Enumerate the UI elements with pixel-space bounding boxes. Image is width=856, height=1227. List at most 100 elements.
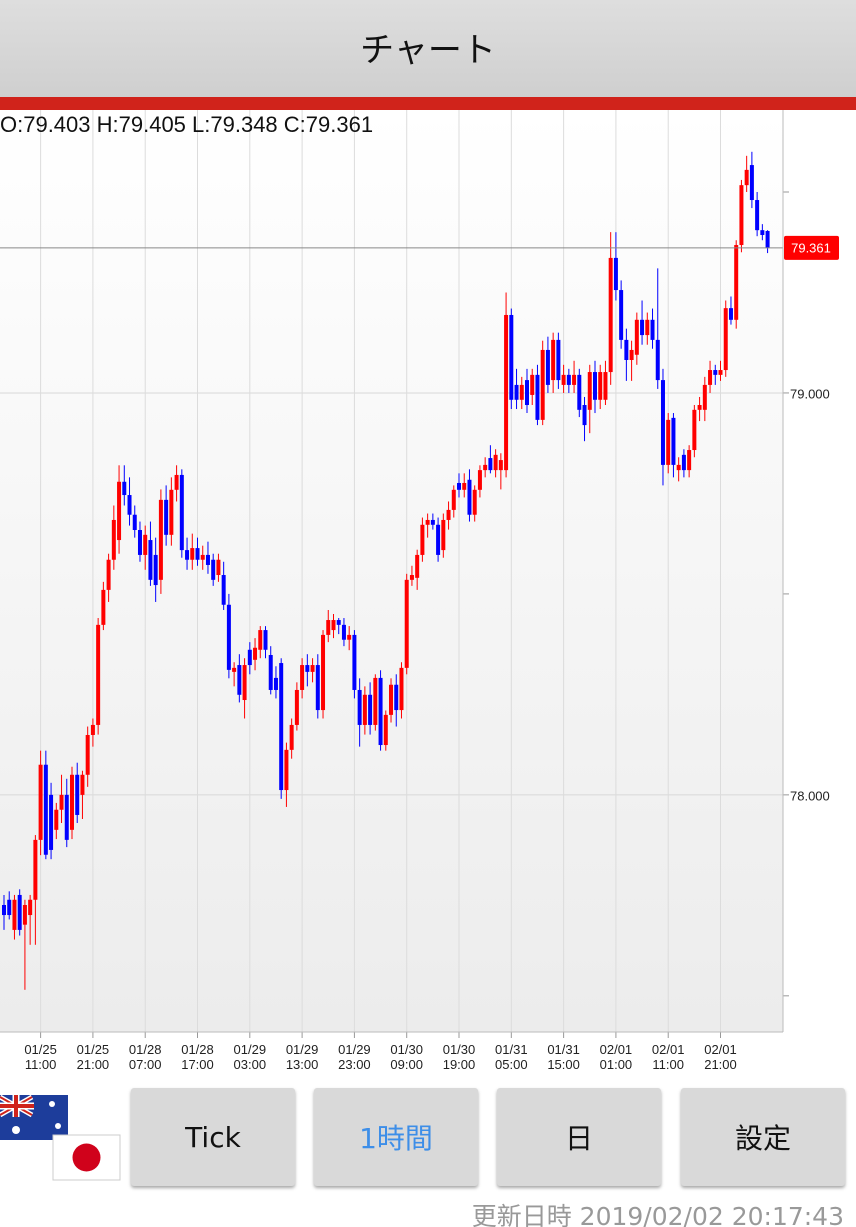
screen-title: チャート (360, 31, 496, 71)
candle-body (2, 904, 6, 916)
candle-body (106, 559, 111, 590)
candle-body (28, 899, 33, 916)
candle-body (38, 764, 43, 840)
candle-body (645, 319, 650, 336)
candle-body (200, 554, 205, 560)
candle-body (713, 370, 718, 375)
candle-body (572, 374, 577, 385)
flag-jp (52, 1134, 121, 1181)
candle-body (409, 575, 414, 580)
candle-body (357, 689, 362, 725)
candle-body (111, 519, 116, 560)
candle-body (483, 464, 488, 471)
candle-body (660, 380, 665, 465)
candle-body (598, 372, 603, 400)
x-tick-label: 01/29 13:00 (285, 1042, 319, 1072)
candle-body (540, 349, 545, 420)
candle-body (681, 454, 686, 471)
candle-body (362, 694, 367, 725)
candle-body (174, 474, 179, 490)
candle-body (153, 554, 158, 586)
candle-body (242, 665, 247, 701)
candle-body (7, 899, 12, 916)
candle-body (472, 489, 477, 515)
x-tick-label: 02/01 01:00 (599, 1042, 633, 1072)
candle-body (127, 495, 132, 515)
candle-body (613, 257, 618, 291)
candle-body (467, 479, 472, 515)
candle-body (64, 794, 69, 840)
candle-body (587, 372, 592, 410)
candle-body (305, 665, 310, 672)
candle-body (708, 370, 713, 385)
candle-body (415, 554, 420, 578)
candle-body (137, 530, 142, 555)
candle-body (90, 724, 95, 735)
candle-body (75, 774, 80, 815)
candle-body (655, 339, 660, 381)
candle-body (211, 559, 216, 580)
candle-body (331, 620, 336, 631)
candle-body (739, 185, 744, 246)
candle-body (420, 524, 425, 555)
candle-body (232, 667, 237, 672)
candle-body (315, 665, 320, 711)
interval-button[interactable]: 設定 (681, 1088, 845, 1186)
candle-body (247, 649, 252, 666)
candle-body (289, 724, 294, 750)
candle-body (451, 489, 456, 510)
candle-body (676, 464, 681, 471)
candle-body (603, 372, 608, 400)
candle-body (216, 559, 221, 576)
candle-body (268, 655, 273, 690)
candle-body (378, 677, 383, 746)
candle-body (498, 460, 503, 471)
interval-button[interactable]: 日 (497, 1088, 661, 1186)
candle-body (169, 489, 174, 535)
candle-body (634, 319, 639, 355)
candle-body (765, 230, 770, 248)
candle-body (273, 677, 278, 690)
candle-body (640, 319, 645, 336)
candle-body (394, 684, 399, 711)
candle-body (687, 450, 692, 471)
flag-au (0, 1094, 68, 1140)
candle-body (258, 630, 263, 650)
candle-body (504, 314, 509, 471)
candle-body (221, 575, 226, 605)
candle-body (582, 405, 587, 426)
candle-body (702, 384, 707, 410)
candle-body (69, 774, 74, 830)
x-tick-label: 02/01 11:00 (651, 1042, 685, 1072)
candle-body (12, 899, 17, 930)
candle-body (530, 374, 535, 395)
candle-body (477, 470, 482, 490)
candle-body (629, 349, 634, 360)
candle-body (294, 689, 299, 725)
x-tick-label: 01/25 11:00 (24, 1042, 57, 1072)
candle-body (237, 665, 242, 695)
candle-body (509, 314, 514, 400)
interval-button[interactable]: Tick (131, 1088, 295, 1186)
candle-body (347, 634, 352, 640)
candle-body (185, 550, 190, 560)
candle-body (493, 454, 498, 471)
candle-body (336, 620, 341, 625)
candle-body (666, 419, 671, 465)
x-tick-label: 01/29 03:00 (233, 1042, 267, 1072)
candle-body (671, 417, 676, 465)
candle-body (462, 482, 467, 490)
candle-body (389, 684, 394, 715)
candle-body (33, 839, 38, 900)
candle-body (59, 794, 64, 810)
candle-body (373, 677, 378, 725)
x-tick-label: 01/31 15:00 (547, 1042, 580, 1072)
interval-button[interactable]: 1時間 (314, 1088, 478, 1186)
candle-body (514, 384, 519, 400)
candle-body (399, 667, 404, 711)
candle-body (158, 499, 163, 580)
candle-body (132, 514, 137, 531)
candle-body (326, 620, 331, 635)
candle-body (368, 694, 373, 725)
